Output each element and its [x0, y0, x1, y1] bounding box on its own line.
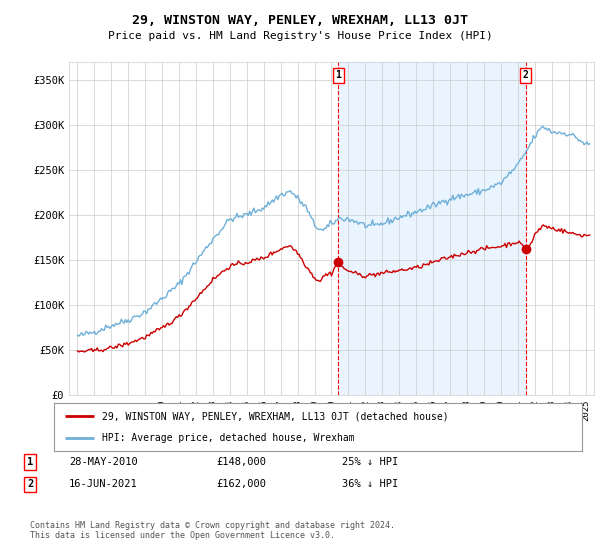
Text: 25% ↓ HPI: 25% ↓ HPI — [342, 457, 398, 467]
Text: 2: 2 — [523, 70, 529, 80]
Text: 29, WINSTON WAY, PENLEY, WREXHAM, LL13 0JT (detached house): 29, WINSTON WAY, PENLEY, WREXHAM, LL13 0… — [101, 411, 448, 421]
Text: 16-JUN-2021: 16-JUN-2021 — [69, 479, 138, 489]
Text: £148,000: £148,000 — [216, 457, 266, 467]
Bar — [338, 62, 526, 395]
Text: 1: 1 — [27, 457, 33, 467]
Text: HPI: Average price, detached house, Wrexham: HPI: Average price, detached house, Wrex… — [101, 433, 354, 443]
Text: 1: 1 — [335, 70, 341, 80]
Text: £162,000: £162,000 — [216, 479, 266, 489]
Text: 2: 2 — [27, 479, 33, 489]
Text: Price paid vs. HM Land Registry's House Price Index (HPI): Price paid vs. HM Land Registry's House … — [107, 31, 493, 41]
Text: Contains HM Land Registry data © Crown copyright and database right 2024.
This d: Contains HM Land Registry data © Crown c… — [30, 521, 395, 540]
Text: 36% ↓ HPI: 36% ↓ HPI — [342, 479, 398, 489]
Text: 29, WINSTON WAY, PENLEY, WREXHAM, LL13 0JT: 29, WINSTON WAY, PENLEY, WREXHAM, LL13 0… — [132, 14, 468, 27]
Text: 28-MAY-2010: 28-MAY-2010 — [69, 457, 138, 467]
